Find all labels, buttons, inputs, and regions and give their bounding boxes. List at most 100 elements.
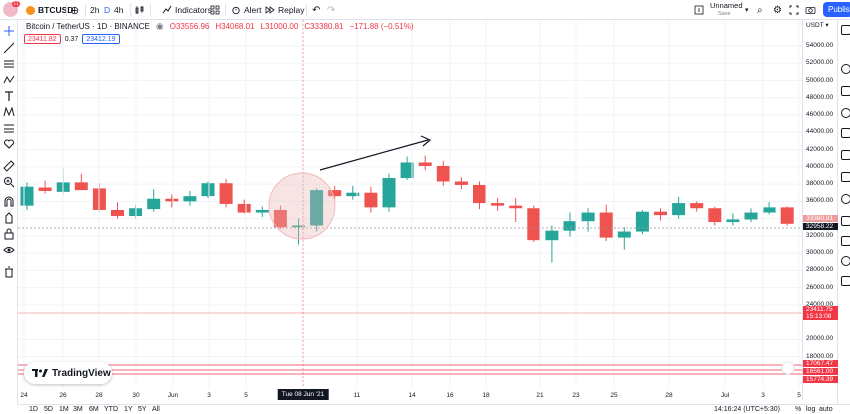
trash-icon[interactable] [3,266,15,278]
candle-body [364,192,378,208]
range-button-3m[interactable]: 3M [73,406,83,413]
time-tick: 24 [20,392,28,399]
range-button-1y[interactable]: 1Y [124,406,133,413]
order-panel-icon[interactable] [841,216,850,226]
eye-icon[interactable] [3,244,15,256]
range-button-5d[interactable]: 5D [44,406,53,413]
pattern-icon[interactable] [3,74,15,86]
candle-body [672,203,686,216]
depth-icon[interactable] [841,236,850,246]
lock-icon[interactable] [3,228,15,240]
chart-style-icon[interactable] [135,0,145,20]
buy-price-button[interactable]: 23412.19 [82,34,120,44]
currency-selector[interactable]: USDT ▾ [806,22,829,29]
price-scale[interactable]: USDT ▾ 54000.00 52000.00 50000.00 48000.00 4… [802,20,838,400]
interval-4h[interactable]: 4h [114,5,124,15]
indicators-button[interactable]: Indicators [162,0,212,20]
candlestick-chart[interactable] [18,20,802,400]
help-icon[interactable] [841,276,850,286]
price-tick: 20000.00 [806,335,834,343]
bitcoin-icon [26,5,35,15]
crosshair-date-label: Tue 08 Jun '21 [277,389,329,400]
range-button-1m[interactable]: 1M [59,406,69,413]
watchlist-icon[interactable] [841,25,850,35]
auto-toggle[interactable]: auto [819,406,833,413]
camera-icon[interactable] [805,0,816,20]
fullscreen-icon[interactable] [789,0,799,20]
horizontal-lines-icon[interactable] [3,58,15,70]
price-tick: 36000.00 [806,197,834,205]
crosshair-icon[interactable] [3,25,15,37]
time-tick: 3 [207,392,211,399]
candle-body [165,198,179,202]
tradingview-watermark[interactable]: TradingView [24,362,112,384]
calendar-icon[interactable] [841,128,850,138]
percent-toggle[interactable]: % [795,406,802,413]
live-price-badge: 23411.75 [803,306,838,313]
magnet-icon[interactable] [3,196,15,208]
hotlists-icon[interactable] [841,108,850,118]
layouts-grid-icon[interactable] [210,0,220,20]
price-tick: 28000.00 [806,266,834,274]
scroll-to-realtime-button [781,361,795,375]
range-button-6m[interactable]: 6M [89,406,99,413]
symbol-label: BTCUSD [38,5,74,15]
text-icon[interactable] [3,90,15,102]
time-tick: 23 [572,392,580,399]
range-button-all[interactable]: All [152,406,160,413]
publish-button[interactable]: Publish [823,2,850,17]
time-axis[interactable]: 24 26 28 30 Jun 3 5 11 14 16 18 21 23 25 28 Jul 3 5 [18,388,802,402]
interval-D[interactable]: D [104,5,111,15]
symbol-search[interactable]: BTCUSD [26,0,73,20]
candle-body [255,209,269,213]
candle-body [581,212,595,222]
xabcd-pattern-icon[interactable] [3,106,15,118]
cloud-save-icon[interactable] [694,0,704,20]
stay-drawing-mode-icon[interactable] [3,212,15,224]
search-icon[interactable]: ⌕ [757,4,763,16]
trend-line-icon[interactable] [3,42,15,54]
compare-add-icon[interactable]: ⊕ [70,4,80,17]
interval-2h[interactable]: 2h [90,5,100,15]
replay-button[interactable]: Replay [265,0,304,20]
layout-name[interactable]: Unnamed Save [710,0,743,20]
candle-body [382,178,396,208]
time-tick: 21 [536,392,544,399]
candle-body [201,183,215,197]
redo-icon[interactable]: ↷ [327,4,336,16]
ruler-icon[interactable] [3,160,15,172]
range-button-ytd[interactable]: YTD [104,406,118,413]
range-button-5y[interactable]: 5Y [138,406,147,413]
sell-price-button[interactable]: 23411.82 [24,34,61,44]
time-tick: 30 [132,392,140,399]
fib-tool-icon[interactable] [3,122,15,134]
last-price-badge: 33380.81 [803,215,838,222]
layout-dropdown-chevron-icon[interactable]: ▾ [745,7,749,14]
chat-icon[interactable] [841,172,850,182]
time-tick: 16 [446,392,454,399]
data-window-icon[interactable] [841,86,850,96]
symbol-title[interactable]: Bitcoin / TetherUS · 1D · BINANCE [26,22,150,31]
candle-body [328,190,342,197]
log-toggle[interactable]: log [806,406,816,413]
zoom-in-icon[interactable] [3,176,15,188]
price-tick: 40000.00 [806,162,834,170]
range-button-1d[interactable]: 1D [29,406,38,413]
heart-favorites-icon[interactable] [3,138,15,150]
alerts-clock-icon[interactable] [841,64,850,74]
notifications-icon[interactable] [841,256,850,266]
alert-button[interactable]: Alert [231,0,261,20]
alert-label: Alert [244,5,262,15]
candle-body [346,192,360,197]
candle-body [563,221,577,231]
time-tick: Jul [720,392,730,399]
arrow-annotation [319,139,429,171]
chart-legend: Bitcoin / TetherUS · 1D · BINANCE ◉ O335… [26,21,414,32]
legend-eye-icon[interactable]: ◉ [155,21,164,31]
gear-icon[interactable]: ⚙ [773,4,782,16]
bottom-toolbar: 14:16:24 (UTC+5:30) % log auto 1D 5D 1M 3M 6… [18,404,850,414]
clock-label[interactable]: 14:16:24 (UTC+5:30) [714,406,780,413]
streams-icon[interactable] [841,194,850,204]
ideas-icon[interactable] [841,150,850,160]
undo-icon[interactable]: ↶ [312,4,321,16]
